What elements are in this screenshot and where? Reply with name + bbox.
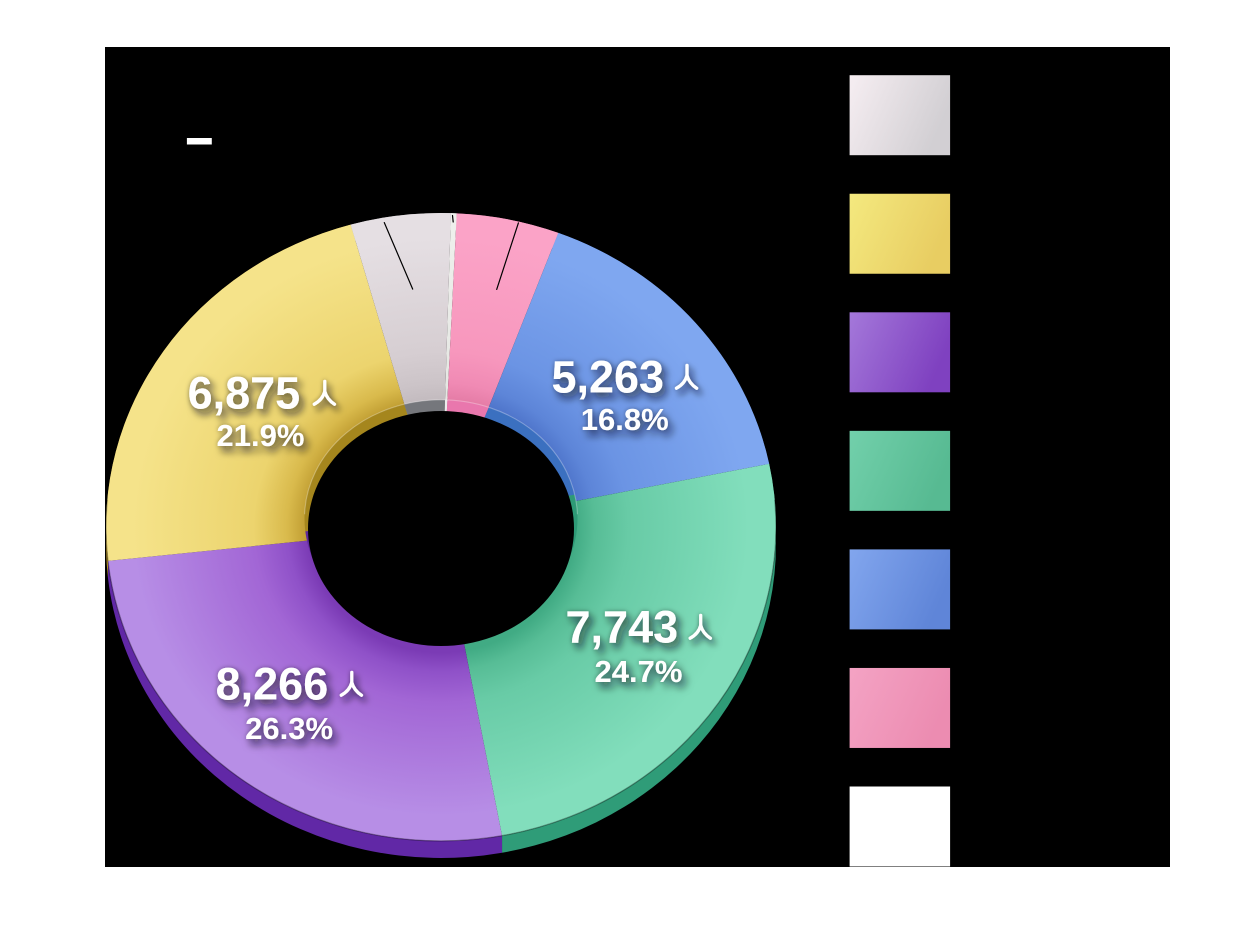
svg-text:6,875: 6,875 <box>188 368 301 419</box>
svg-text:8,266: 8,266 <box>216 659 329 710</box>
svg-text:5,263: 5,263 <box>551 352 664 403</box>
svg-text:21.9%: 21.9% <box>217 418 305 453</box>
svg-text:16.8%: 16.8% <box>581 402 669 437</box>
svg-text:7,743: 7,743 <box>566 602 679 653</box>
svg-text:24.7%: 24.7% <box>595 654 683 689</box>
svg-text:26.3%: 26.3% <box>245 711 333 746</box>
